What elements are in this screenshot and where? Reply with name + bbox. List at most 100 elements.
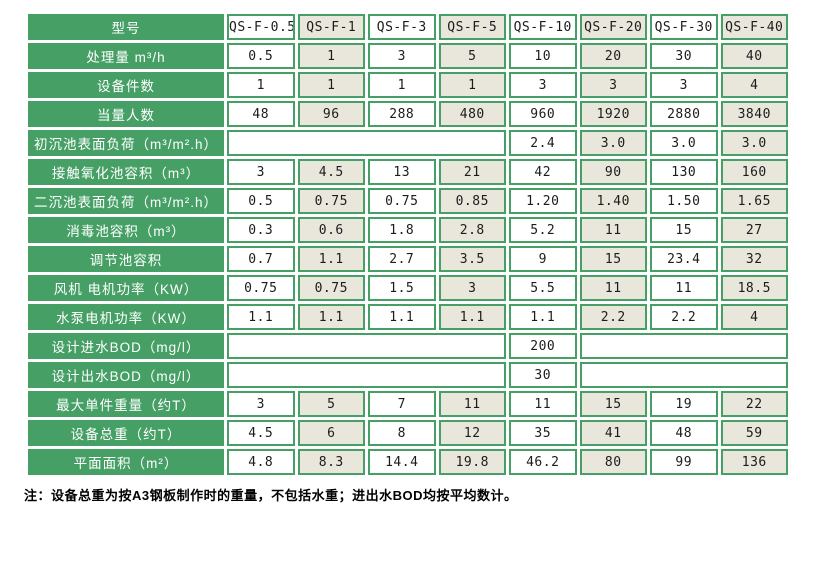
value-cell: 2.2: [579, 304, 647, 330]
value-cell: 0.75: [368, 188, 436, 214]
table-row: 处理量 m³/h 0.5 1 3 5 10 20 30 40: [28, 43, 788, 69]
value-cell: 19.8: [438, 449, 506, 475]
value-cell: 0.85: [438, 188, 506, 214]
value-cell: 3: [438, 275, 506, 301]
value-cell: 99: [650, 449, 718, 475]
value-cell: 160: [720, 159, 788, 185]
value-cell: 11: [438, 391, 506, 417]
value-cell: 27: [720, 217, 788, 243]
value-cell: 2.4: [509, 130, 577, 156]
value-cell: 960: [509, 101, 577, 127]
table-row: 最大单件重量（约T） 3 5 7 11 11 15 19 22: [28, 391, 788, 417]
value-cell: 19: [650, 391, 718, 417]
value-cell: 3: [650, 72, 718, 98]
value-cell: 0.75: [297, 188, 365, 214]
value-cell: 8: [368, 420, 436, 446]
table-row: 接触氧化池容积（m³） 3 4.5 13 21 42 90 130 160: [28, 159, 788, 185]
blank-cell: [579, 333, 788, 359]
row-label: 最大单件重量（约T）: [28, 391, 224, 417]
value-cell: 1.1: [438, 304, 506, 330]
table-row: 二沉池表面负荷（m³/m².h） 0.5 0.75 0.75 0.85 1.20 1.40 1…: [28, 188, 788, 214]
value-cell: 41: [579, 420, 647, 446]
table-row: 设计出水BOD（mg/l） 30: [28, 362, 788, 388]
model-header-cell: QS-F-5: [438, 14, 506, 40]
spec-table-head: 型号 QS-F-0.5 QS-F-1 QS-F-3 QS-F-5 QS-F-10 QS-F-…: [28, 14, 788, 40]
table-row: 风机 电机功率（KW） 0.75 0.75 1.5 3 5.5 11 11 18.5: [28, 275, 788, 301]
value-cell: 15: [579, 246, 647, 272]
value-cell: 2880: [650, 101, 718, 127]
value-cell: 9: [509, 246, 577, 272]
page: 型号 QS-F-0.5 QS-F-1 QS-F-3 QS-F-5 QS-F-10 QS-F-…: [0, 11, 815, 573]
value-cell: 2.2: [650, 304, 718, 330]
value-cell: 3: [368, 43, 436, 69]
row-label: 接触氧化池容积（m³）: [28, 159, 224, 185]
model-header-row: 型号 QS-F-0.5 QS-F-1 QS-F-3 QS-F-5 QS-F-10 QS-F-…: [28, 14, 788, 40]
blank-cell: [227, 333, 506, 359]
table-note: 注：设备总重为按A3钢板制作时的重量，不包括水重；进出水BOD均按平均数计。: [24, 488, 518, 503]
table-row: 平面面积（m²） 4.8 8.3 14.4 19.8 46.2 80 99 136: [28, 449, 788, 475]
value-cell: 1.8: [368, 217, 436, 243]
table-row: 水泵电机功率（KW） 1.1 1.1 1.1 1.1 1.1 2.2 2.2 4: [28, 304, 788, 330]
value-cell: 90: [579, 159, 647, 185]
row-label: 设计进水BOD（mg/l）: [28, 333, 224, 359]
model-header-cell: QS-F-3: [368, 14, 436, 40]
value-cell: 15: [579, 391, 647, 417]
value-cell: 1: [368, 72, 436, 98]
table-row: 当量人数 48 96 288 480 960 1920 2880 3840: [28, 101, 788, 127]
value-cell: 30: [650, 43, 718, 69]
value-cell: 1: [438, 72, 506, 98]
value-cell: 4: [720, 72, 788, 98]
row-label: 初沉池表面负荷（m³/m².h）: [28, 130, 224, 156]
value-cell: 2.8: [438, 217, 506, 243]
value-cell: 8.3: [297, 449, 365, 475]
blank-cell: [579, 362, 788, 388]
value-cell: 3: [579, 72, 647, 98]
value-cell: 1.5: [368, 275, 436, 301]
value-cell: 2.7: [368, 246, 436, 272]
value-cell: 4.5: [227, 420, 295, 446]
value-cell: 1: [297, 43, 365, 69]
model-header-label: 型号: [28, 14, 224, 40]
model-header-cell: QS-F-20: [579, 14, 647, 40]
value-cell: 80: [579, 449, 647, 475]
value-cell: 11: [509, 391, 577, 417]
value-cell: 1.1: [297, 304, 365, 330]
value-cell: 200: [509, 333, 577, 359]
value-cell: 42: [509, 159, 577, 185]
row-label: 风机 电机功率（KW）: [28, 275, 224, 301]
value-cell: 46.2: [509, 449, 577, 475]
value-cell: 59: [720, 420, 788, 446]
value-cell: 11: [579, 275, 647, 301]
value-cell: 30: [509, 362, 577, 388]
value-cell: 0.3: [227, 217, 295, 243]
value-cell: 3: [227, 391, 295, 417]
value-cell: 0.5: [227, 43, 295, 69]
model-header-cell: QS-F-1: [297, 14, 365, 40]
value-cell: 1.1: [368, 304, 436, 330]
row-label: 二沉池表面负荷（m³/m².h）: [28, 188, 224, 214]
row-label: 设备总重（约T）: [28, 420, 224, 446]
model-header-cell: QS-F-10: [509, 14, 577, 40]
model-header-cell: QS-F-30: [650, 14, 718, 40]
value-cell: 5.2: [509, 217, 577, 243]
row-label: 设备件数: [28, 72, 224, 98]
model-header-cell: QS-F-0.5: [227, 14, 295, 40]
value-cell: 3: [509, 72, 577, 98]
spec-table: 型号 QS-F-0.5 QS-F-1 QS-F-3 QS-F-5 QS-F-10 QS-F-…: [25, 11, 791, 478]
value-cell: 22: [720, 391, 788, 417]
value-cell: 11: [579, 217, 647, 243]
value-cell: 3.5: [438, 246, 506, 272]
value-cell: 1.1: [509, 304, 577, 330]
blank-cell: [227, 362, 506, 388]
value-cell: 7: [368, 391, 436, 417]
value-cell: 15: [650, 217, 718, 243]
value-cell: 23.4: [650, 246, 718, 272]
value-cell: 40: [720, 43, 788, 69]
value-cell: 48: [650, 420, 718, 446]
row-label: 消毒池容积（m³）: [28, 217, 224, 243]
value-cell: 3: [227, 159, 295, 185]
model-header-cell: QS-F-40: [720, 14, 788, 40]
value-cell: 5.5: [509, 275, 577, 301]
value-cell: 0.6: [297, 217, 365, 243]
value-cell: 32: [720, 246, 788, 272]
